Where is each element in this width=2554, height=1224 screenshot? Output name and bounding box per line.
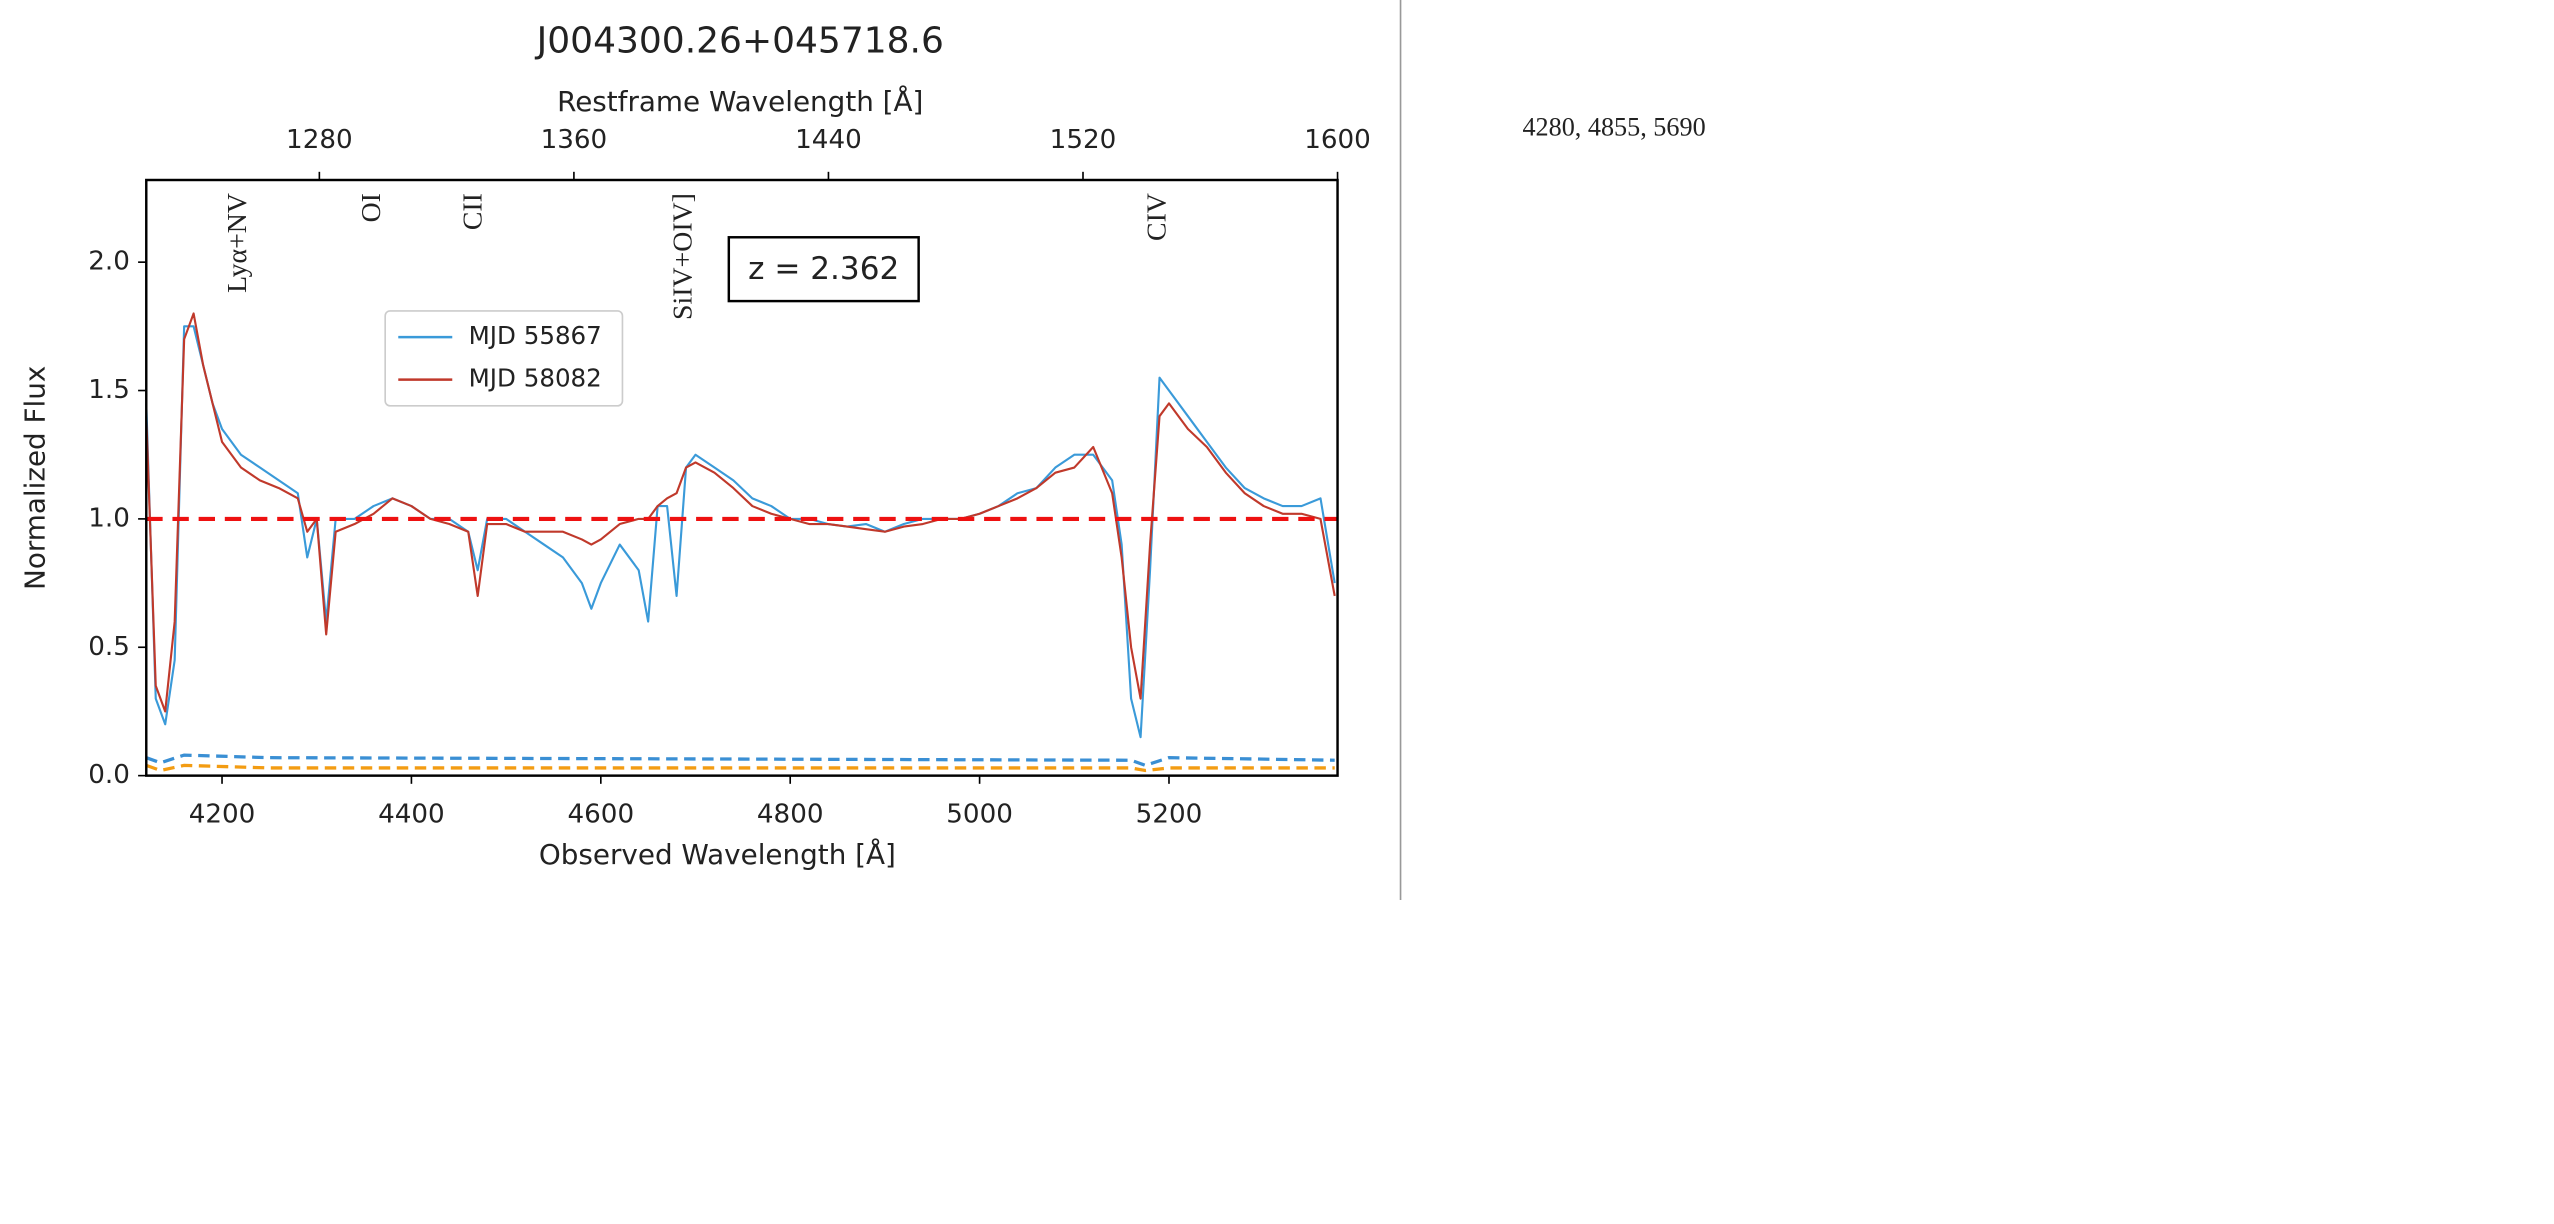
legend: MJD 55867 MJD 58082 (384, 310, 624, 407)
legend-label: MJD 55867 (469, 321, 602, 350)
x-tick-label: 5000 (946, 799, 1013, 829)
y-tick-label: 0.5 (88, 632, 130, 662)
line-label: OI (356, 193, 387, 222)
x-tick-label: 4800 (757, 799, 824, 829)
x-tick-label: 4200 (189, 799, 256, 829)
y-axis-label: Normalized Flux (19, 366, 52, 590)
spectrum-line (145, 325, 1336, 739)
side-text: 4280, 4855, 5690 (1522, 112, 1705, 141)
annotation-box (727, 236, 920, 303)
plot-frame (145, 178, 1339, 777)
x-tick-label: 4400 (378, 799, 445, 829)
error-line (145, 763, 1335, 773)
x2-tick-label: 1360 (541, 125, 608, 155)
x2-axis-label: Restframe Wavelength [Å] (557, 84, 923, 118)
line-label: SiIV+OIV] (668, 193, 699, 320)
y-tick-label: 0.0 (88, 760, 130, 790)
spectrum-line (145, 312, 1336, 713)
x2-tick-label: 1600 (1304, 125, 1371, 155)
x2-tick-label: 1440 (795, 125, 862, 155)
legend-box (384, 310, 624, 407)
x2-tick-label: 1280 (286, 125, 353, 155)
x-tick-label: 4600 (568, 799, 635, 829)
y-tick-label: 1.5 (88, 375, 130, 405)
line-label: Lyα+NV (222, 193, 253, 293)
plot-area (145, 312, 1338, 773)
redshift-annotation: z = 2.362 (748, 251, 899, 287)
line-label: CII (458, 193, 489, 230)
x2-tick-label: 1520 (1050, 125, 1117, 155)
legend-label: MJD 58082 (469, 364, 602, 393)
y-tick-label: 2.0 (88, 247, 130, 277)
line-label: CIV (1142, 193, 1173, 241)
x-axis-label: Observed Wavelength [Å] (539, 837, 896, 871)
chart-title: J004300.26+045718.6 (535, 21, 944, 62)
y-tick-label: 1.0 (88, 503, 130, 533)
x-tick-label: 5200 (1136, 799, 1203, 829)
error-line (145, 753, 1335, 768)
